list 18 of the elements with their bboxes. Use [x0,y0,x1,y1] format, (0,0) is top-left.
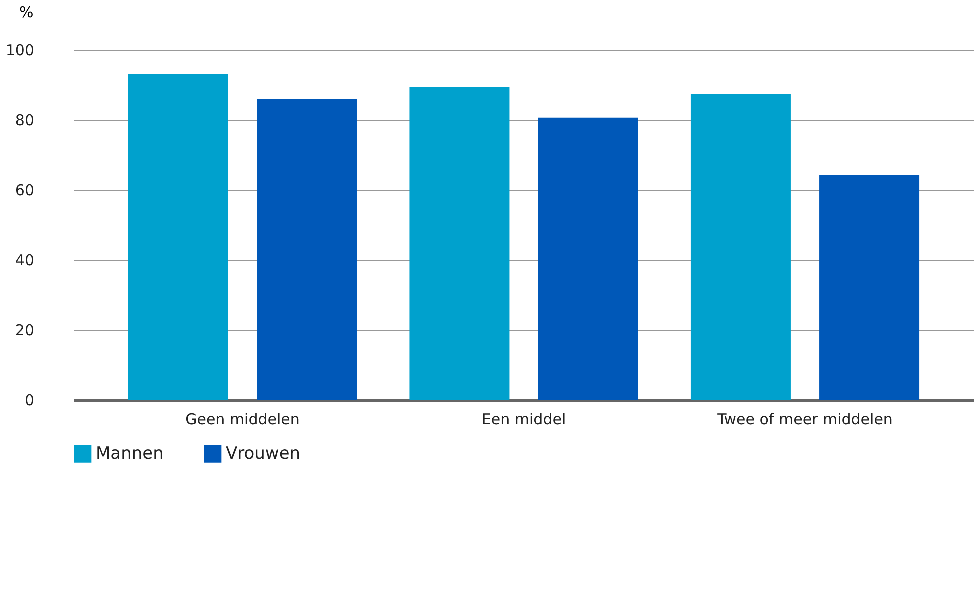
y-tick-label: 60 [15,182,34,200]
x-tick-label: Geen middelen [186,410,300,428]
bar [690,94,791,400]
y-tick-label: 20 [15,322,34,340]
bar [128,74,228,400]
bar [820,174,920,400]
bar [257,99,358,400]
legend-label: Vrouwen [226,444,301,464]
y-axis-title: % [20,4,34,22]
legend-label: Mannen [96,444,164,464]
x-tick-label: Een middel [482,410,566,428]
y-tick-label: 80 [15,112,34,130]
bar [538,118,638,400]
y-tick-label: 40 [15,252,34,270]
x-tick-label: Twee of meer middelen [716,410,893,428]
y-tick-label: 0 [24,392,34,410]
bar [410,87,510,400]
y-tick-label: 100 [6,42,34,60]
